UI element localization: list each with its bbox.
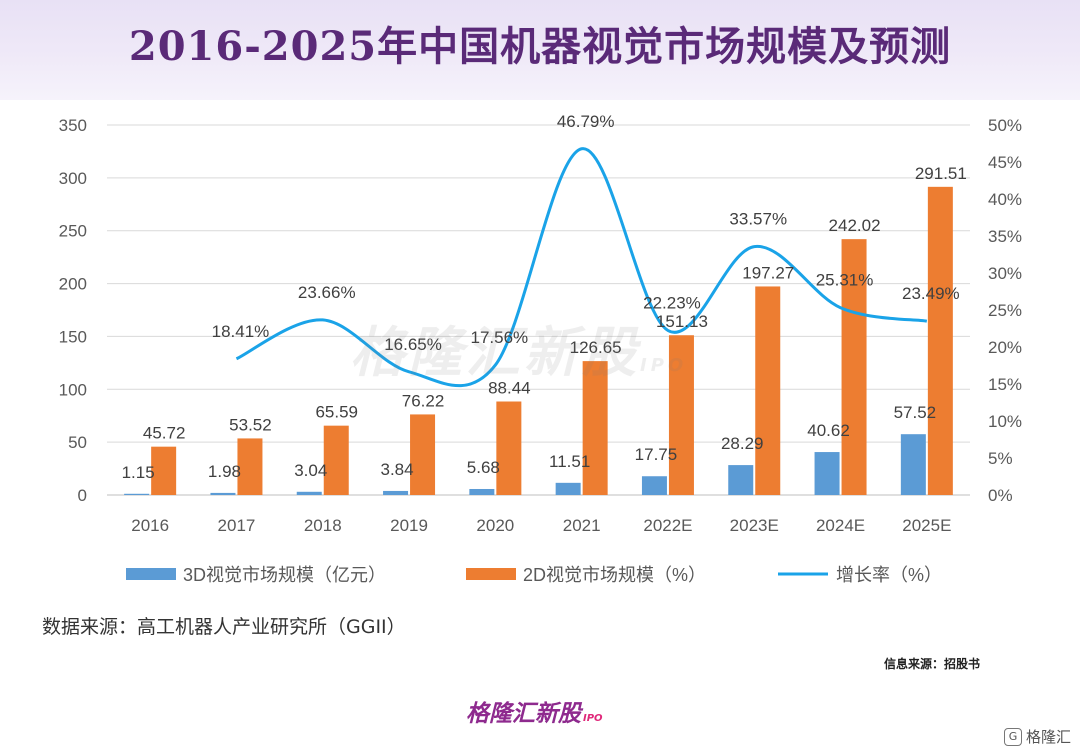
y-right-tick-label: 35% [988, 227, 1022, 246]
bar-2d-label: 65.59 [315, 403, 358, 422]
bar-3d-label: 5.68 [467, 458, 500, 477]
chart-canvas: 0 50 100 150 200 250 300 350 0% 5% 10% 15% 20% 25% 30%… [59, 112, 1022, 585]
watermark-name: 格隆汇新股 [350, 321, 640, 384]
y-right-tick-label: 30% [988, 264, 1022, 283]
bar-2d [841, 239, 867, 495]
legend-label-2d: 2D视觉市场规模（%） [523, 565, 706, 585]
watermark: 格隆汇新股IPO [350, 308, 687, 387]
bar-3d [555, 482, 581, 495]
bar-2d [410, 414, 436, 495]
bar-3d-label: 28.29 [721, 434, 764, 453]
x-tick-label: 2022E [643, 516, 692, 535]
legend-label-line: 增长率（%） [836, 565, 942, 585]
bar-3d-label: 1.15 [122, 463, 155, 482]
growth-rate-line [235, 147, 928, 388]
y-left-tick-label: 150 [59, 327, 87, 346]
bar-3d [814, 452, 840, 495]
bar-2d-label: 126.65 [570, 338, 622, 357]
title-band [0, 0, 1080, 100]
y-right-tick-label: 5% [988, 449, 1013, 468]
brand-g-icon: G [1004, 727, 1022, 746]
legend-label-3d: 3D视觉市场规模（亿元） [183, 565, 386, 585]
bar-3d-label: 1.98 [208, 462, 241, 481]
brand-sub: IPO [583, 713, 603, 724]
bar-3d-label: 17.75 [635, 445, 678, 464]
bar-2d [496, 401, 522, 495]
x-tick-label: 2016 [131, 516, 169, 535]
y-left-tick-label: 200 [59, 275, 87, 294]
y-left-tick-label: 250 [59, 222, 87, 241]
bar-3d [469, 488, 495, 495]
bar-3d [900, 434, 926, 495]
x-tick-label: 2019 [390, 516, 428, 535]
corner-brand: G 格隆汇 [1004, 726, 1071, 747]
bar-2d-label: 88.44 [488, 379, 531, 398]
growth-rate-label: 18.41% [212, 322, 270, 341]
growth-rate-label: 23.49% [902, 284, 960, 303]
info-note: 信息来源：招股书 [884, 657, 981, 671]
bar-3d [728, 465, 754, 495]
growth-rate-label: 16.65% [384, 335, 442, 354]
brand-logo: 格隆汇新股 IPO [466, 694, 603, 728]
bar-2d-label: 76.22 [402, 391, 445, 410]
y-right-tick-label: 10% [988, 412, 1022, 431]
growth-rate-label: 23.66% [298, 283, 356, 302]
y-left-tick-label: 100 [59, 380, 87, 399]
y-right-tick-label: 45% [988, 153, 1022, 172]
bar-3d [383, 490, 409, 495]
bar-3d [641, 476, 667, 495]
growth-rate-label: 17.56% [471, 328, 529, 347]
y-right-tick-label: 0% [988, 486, 1013, 505]
bar-3d-label: 57.52 [894, 403, 937, 422]
growth-rate-label: 33.57% [729, 210, 787, 229]
bar-3d-label: 3.04 [294, 461, 327, 480]
brand-name: 格隆汇新股 [466, 701, 581, 727]
bar-2d [237, 438, 263, 495]
bar-2d-label: 53.52 [229, 415, 272, 434]
y-left-tick-label: 50 [68, 433, 87, 452]
y-right-tick-label: 40% [988, 190, 1022, 209]
legend-swatch-3d [126, 568, 176, 580]
chart-title: 2016-2025年中国机器视觉市场规模及预测 [128, 23, 952, 70]
bar-3d-label: 40.62 [807, 421, 850, 440]
y-right-tick-label: 50% [988, 116, 1022, 135]
bar-2d [927, 186, 953, 496]
x-tick-label: 2018 [304, 516, 342, 535]
x-tick-label: 2023E [730, 516, 779, 535]
bar-2d-label: 45.72 [143, 424, 186, 443]
y-left-tick-label: 350 [59, 116, 87, 135]
bar-2d [668, 335, 694, 495]
growth-rate-label: 25.31% [816, 271, 874, 290]
x-tick-label: 2025E [902, 516, 951, 535]
x-tick-label: 2024E [816, 516, 865, 535]
bar-2d-label: 197.27 [742, 263, 794, 282]
bar-2d [151, 446, 177, 495]
legend-swatch-2d [466, 568, 516, 580]
growth-rate-label: 22.23% [643, 293, 701, 312]
bar-2d [582, 361, 608, 495]
bar-2d-label: 151.13 [656, 312, 708, 331]
source-note: 数据来源：高工机器人产业研究所（GGII） [42, 616, 406, 638]
growth-rate-label: 46.79% [557, 112, 615, 131]
y-right-tick-label: 15% [988, 375, 1022, 394]
bar-3d-label: 3.84 [381, 460, 414, 479]
bar-3d-label: 11.51 [549, 452, 590, 471]
x-tick-label: 2020 [476, 516, 514, 535]
y-right-tick-label: 20% [988, 338, 1022, 357]
watermark-sub: IPO [640, 355, 688, 376]
bar-2d [755, 286, 781, 495]
corner-brand-text: 格隆汇 [1026, 728, 1072, 746]
y-right-tick-label: 25% [988, 301, 1022, 320]
bar-3d [296, 491, 322, 495]
bar-3d [210, 492, 236, 495]
bar-2d-label: 242.02 [829, 216, 881, 235]
y-left-tick-label: 0 [78, 486, 87, 505]
bar-2d-label: 291.51 [915, 164, 967, 183]
x-tick-label: 2017 [218, 516, 256, 535]
bar-2d [323, 425, 349, 495]
y-left-tick-label: 300 [59, 169, 87, 188]
x-tick-label: 2021 [563, 516, 601, 535]
bar-3d [124, 493, 150, 495]
